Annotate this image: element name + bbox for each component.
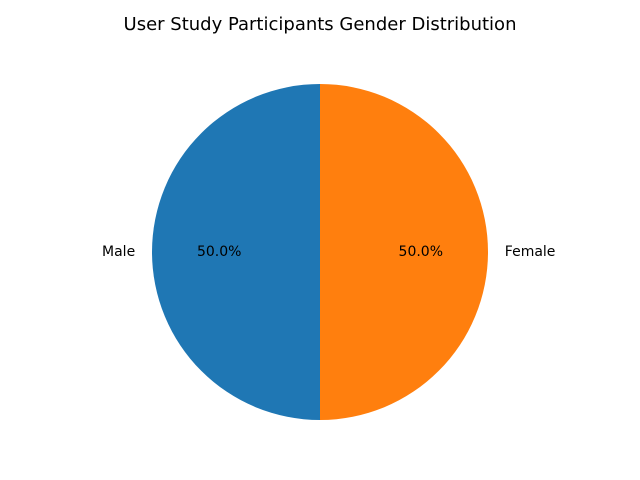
chart-title: User Study Participants Gender Distribut…	[123, 14, 517, 35]
pie-percent-male: 50.0%	[197, 244, 241, 260]
pie-slice-female	[320, 84, 488, 420]
pie-labels: Male 50.0% Female 50.0%	[102, 244, 555, 260]
pie-slices	[152, 84, 488, 420]
pie-label-female: Female	[505, 244, 556, 260]
pie-label-male: Male	[102, 244, 135, 260]
pie-percent-female: 50.0%	[399, 244, 443, 260]
pie-slice-male	[152, 84, 320, 420]
